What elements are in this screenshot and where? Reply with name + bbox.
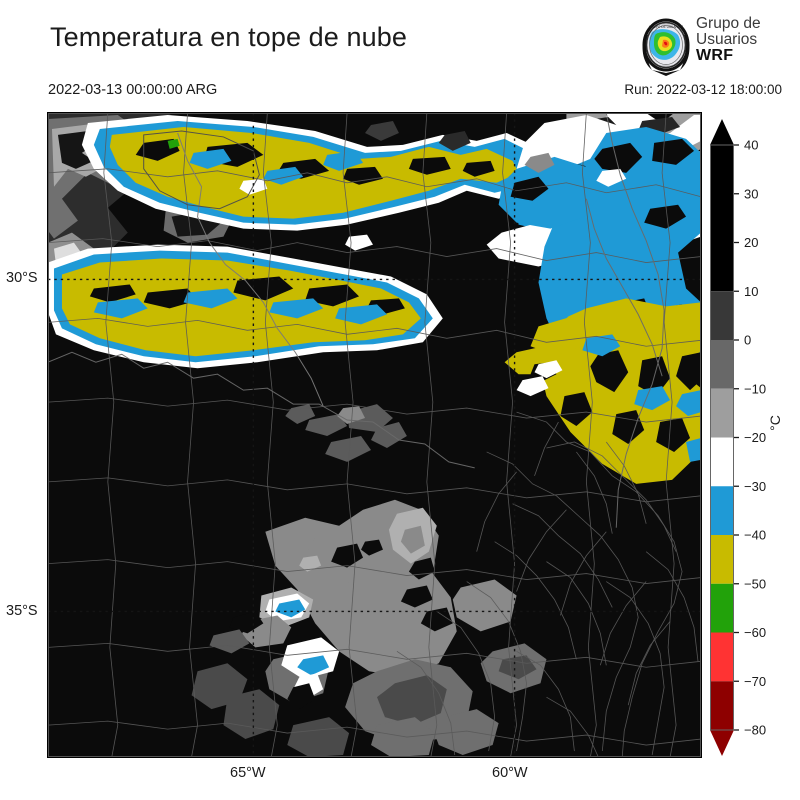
logo: GRUPO DE USUARIOS Grupo de Usuarios WRF (638, 16, 798, 78)
colorbar-tick-label: −60 (744, 625, 766, 640)
colorbar-band-8 (710, 632, 734, 682)
colorbar-ticks: 40 30 20 10 0 −10 −20 −30 −40 −50 −60 −70 −80 (734, 138, 766, 738)
colorbar-band-4 (710, 437, 734, 487)
colorbar-bands (710, 119, 734, 756)
map-border (48, 113, 701, 757)
colorbar-tick-label: 30 (744, 186, 758, 201)
colorbar-band-5 (710, 486, 734, 535)
cloud-region-central (191, 404, 547, 757)
page-title: Temperatura en tope de nube (50, 22, 407, 52)
colorbar-band-2 (710, 340, 734, 389)
colorbar-tick-label: 40 (744, 138, 758, 153)
colorbar-band-0 (710, 145, 734, 292)
colorbar-svg: 40 30 20 10 0 −10 −20 −30 −40 −50 −60 −70 −80 (710, 119, 766, 756)
logo-line-3: WRF (696, 46, 734, 64)
map-canvas[interactable] (47, 112, 702, 758)
colorbar-tick-label: −10 (744, 381, 766, 396)
graticule (48, 113, 701, 757)
colorbar-tick-label: −20 (744, 430, 766, 445)
logo-line-1: Grupo de (696, 15, 761, 32)
axis-label-lon-65: 65°W (230, 765, 266, 781)
map-raster (48, 113, 701, 757)
colorbar-band-7 (710, 583, 734, 633)
wrf-user-group-seal-icon: GRUPO DE USUARIOS (642, 18, 690, 76)
colorbar-unit-label: °C (766, 415, 783, 431)
colorbar-tick-label: −70 (744, 674, 766, 689)
colorbar-band-3 (710, 388, 734, 438)
cloud-region-northeast (486, 113, 701, 484)
colorbar-tick-label: −40 (744, 528, 766, 543)
colorbar-tick-label: 10 (744, 284, 758, 299)
svg-text:GRUPO DE USUARIOS: GRUPO DE USUARIOS (649, 25, 684, 29)
colorbar-band-1 (710, 291, 734, 340)
colorbar-tick-label: 0 (744, 333, 751, 348)
axis-label-lat-35: 35°S (6, 603, 38, 619)
colorbar-tick-label: −50 (744, 576, 766, 591)
colorbar-band-6 (710, 535, 734, 584)
cloud-region-scattered (365, 120, 555, 173)
axis-label-lon-60: 60°W (492, 765, 528, 781)
admin-boundaries (48, 113, 701, 757)
axis-label-lat-30: 30°S (6, 270, 38, 286)
logo-text: Grupo de Usuarios WRF (696, 16, 796, 64)
colorbar-tick-label: 20 (744, 235, 758, 250)
model-run-label: Run: 2022-03-12 18:00:00 (624, 82, 782, 97)
colorbar-tick-label: −30 (744, 479, 766, 494)
logo-line-2: Usuarios (696, 30, 758, 48)
colorbar-extend-max (710, 119, 734, 145)
colorbar-extend-min (710, 730, 734, 756)
colorbar[interactable]: 40 30 20 10 0 −10 −20 −30 −40 −50 −60 −70 −80 (710, 112, 766, 764)
valid-time-label: 2022-03-13 00:00:00 ARG (48, 82, 218, 98)
colorbar-tick-label: −80 (744, 723, 766, 738)
colorbar-band-9 (710, 681, 734, 730)
